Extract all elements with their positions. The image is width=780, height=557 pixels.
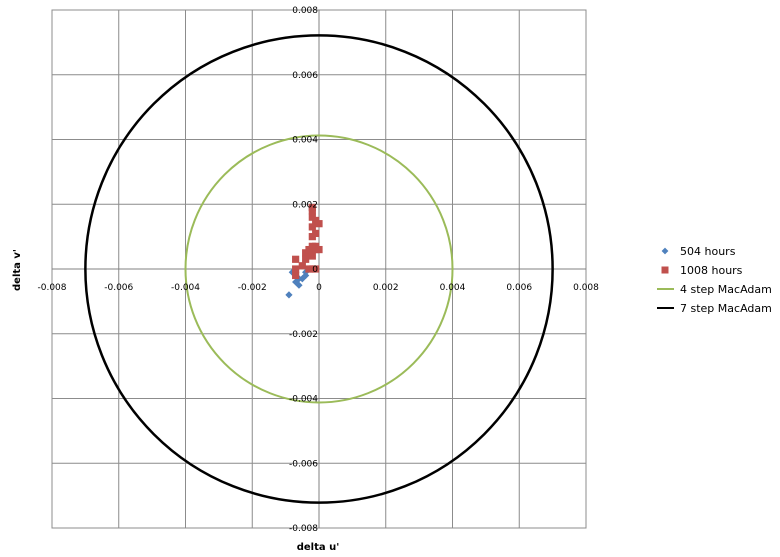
legend-label: 4 step MacAdam xyxy=(680,283,772,296)
data-point-1008-hours xyxy=(302,255,310,263)
y-tick-label: -0.008 xyxy=(289,524,318,534)
legend-label: 7 step MacAdam xyxy=(680,302,772,315)
x-tick-label: 0 xyxy=(316,283,322,293)
y-tick-label: -0.006 xyxy=(289,459,318,469)
y-tick-label: 0.004 xyxy=(292,136,318,146)
legend-label: 1008 hours xyxy=(680,264,743,277)
y-tick-label: 0 xyxy=(312,265,318,275)
data-point-1008-hours xyxy=(315,220,323,228)
y-tick-label: -0.004 xyxy=(289,395,318,405)
data-point-1008-hours xyxy=(312,265,320,273)
data-point-1008-hours xyxy=(298,262,306,270)
data-point-1008-hours xyxy=(312,229,320,237)
data-point-1008-hours xyxy=(305,265,313,273)
data-point-1008-hours xyxy=(292,271,300,280)
x-tick-label: -0.006 xyxy=(104,283,133,293)
legend: 504 hours 1008 hours 4 step MacAdam 7 step … xyxy=(657,245,772,315)
macadam-ellipse xyxy=(84,34,554,504)
data-point-1008-hours xyxy=(308,223,316,231)
y-tick-label: 0.008 xyxy=(292,6,318,16)
x-tick-label: -0.008 xyxy=(37,283,66,293)
data-point-1008-hours xyxy=(292,265,300,273)
x-tick-label: 0.006 xyxy=(506,283,532,293)
macadam-ellipse xyxy=(184,134,454,404)
tick-labels: -0.008 -0.006 -0.004 -0.002 0 0.002 0.004 0.006… xyxy=(37,6,599,534)
x-axis-title: delta u' xyxy=(297,542,340,553)
x-tick-label: 0.002 xyxy=(373,283,399,293)
legend-marker-square xyxy=(661,266,669,274)
data-point-1008-hours xyxy=(308,203,316,212)
y-tick-label: 0.002 xyxy=(292,200,318,210)
data-point-504-hours xyxy=(295,281,303,289)
data-point-1008-hours xyxy=(308,213,316,221)
legend-marker-diamond xyxy=(661,247,669,255)
data-point-1008-hours xyxy=(315,245,323,254)
y-axis-title: delta v' xyxy=(12,249,23,291)
data-point-1008-hours xyxy=(308,252,316,260)
x-tick-label: 0.004 xyxy=(440,283,466,293)
x-tick-label: 0.008 xyxy=(573,283,599,293)
y-tick-label: -0.002 xyxy=(289,330,318,340)
legend-label: 504 hours xyxy=(680,245,736,258)
x-tick-label: -0.004 xyxy=(171,283,200,293)
y-tick-label: 0.006 xyxy=(292,71,318,81)
data-point-504-hours xyxy=(285,291,293,299)
macadam-ellipses xyxy=(84,34,554,504)
data-point-1008-hours xyxy=(292,255,300,263)
data-points xyxy=(285,203,323,299)
x-tick-label: -0.002 xyxy=(238,283,267,293)
